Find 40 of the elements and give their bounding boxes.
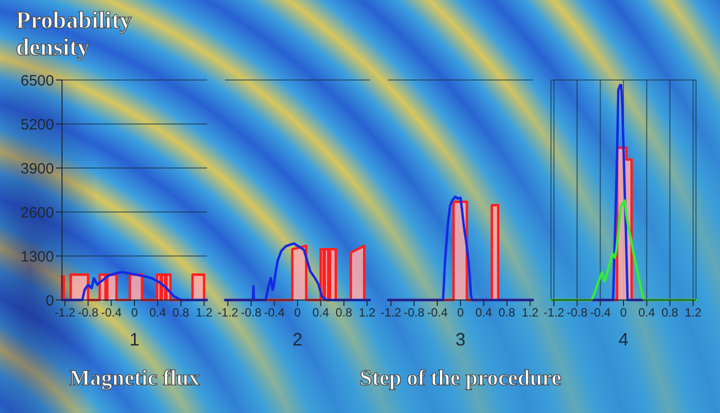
text: 4 [618,330,629,350]
x-tick-label: 0.4 [638,306,656,320]
text: 3 [455,330,466,350]
x-tick-label: 0.4 [149,306,166,320]
x-tick-label: -1.2 [218,306,239,320]
y-axis-title: Probability density [16,8,133,62]
x-tick-label: -1.2 [380,306,402,320]
x-tick-label: -0.8 [404,306,425,320]
x-tick-label: 1.2 [196,306,213,320]
x-tick-label: 0.4 [475,306,492,320]
x-tick-label: 0 [131,306,138,320]
y-tick-label: 6500 [20,72,54,90]
x-tick-label: -0.8 [566,306,588,320]
x-tick-label: 0.4 [312,306,330,320]
x-tick-label: 0.8 [498,306,516,320]
x-tick-label: 0 [294,306,302,320]
y-tick-label: 3900 [20,160,54,178]
text: 1 [129,330,140,350]
x-tick-label: 0 [620,306,628,320]
y-tick-label: 5200 [20,116,54,134]
text: 2 [292,330,303,350]
x-tick-label: -0.8 [78,306,99,320]
x-tick-label: -0.4 [426,306,448,320]
x-tick-label: -1.2 [544,306,565,320]
x-tick-label: 0.8 [662,306,679,320]
x-tick-label: 0 [457,306,464,320]
x-tick-label: 1.2 [684,306,702,320]
x-tick-label: -0.4 [264,306,285,320]
x-tick-label: 1.2 [358,306,376,320]
x-tick-label: -0.8 [240,306,262,320]
x-tick-label: -1.2 [54,306,76,320]
x-tick-label: 0.8 [336,306,353,320]
x-tick-label: -0.4 [590,306,611,320]
y-tick-label: 2600 [20,204,54,222]
x-tick-label: 0.8 [172,306,190,320]
x-tick-label: 1.2 [522,306,539,320]
y-tick-label: 1300 [20,248,54,266]
text: Step of the procedure [360,365,562,391]
x-axis-title: Magnetic flux [69,365,200,391]
x-tick-label: -0.4 [100,306,122,320]
